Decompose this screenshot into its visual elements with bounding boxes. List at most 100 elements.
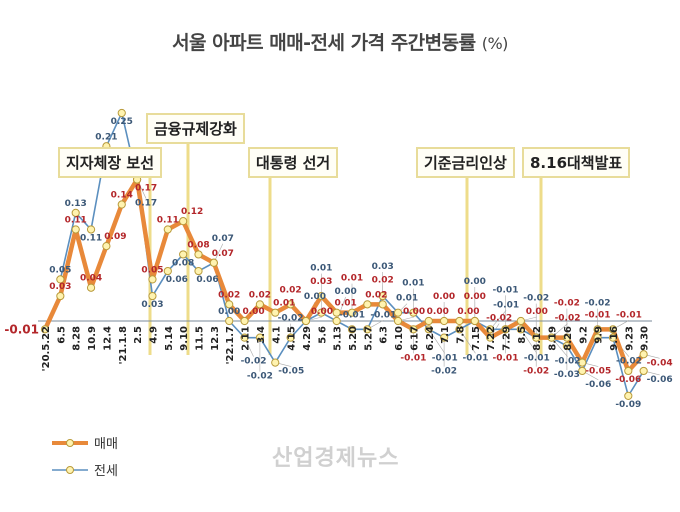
label-leader-line [336,296,346,322]
data-point-sale [547,333,556,342]
x-tick-label: 12.4 [102,326,113,351]
data-point-sale [347,308,357,317]
data-label-sale: 0.01 [335,299,357,309]
title-text: 서울 아파트 매매-전세 가격 주간변동률 [172,32,476,54]
data-label-sale: 0.02 [249,290,271,300]
data-label-jeonse: -0.01 [462,353,488,363]
data-point-jeonse [163,266,172,276]
data-label-jeonse: -0.02 [585,299,611,309]
legend-jeonse-marker [52,465,88,474]
legend-sale-marker [52,438,88,447]
data-label-jeonse: 0.00 [304,292,326,302]
x-tick-label: 5.20 [348,326,359,351]
data-label-jeonse: -0.02 [523,294,549,304]
data-point-sale [163,225,172,234]
x-tick-label: 7.8 [455,326,466,344]
data-label-sale: 0.00 [457,307,479,317]
data-point-sale [194,250,203,259]
data-point-jeonse [240,333,249,342]
data-label-sale: 0.00 [433,292,455,302]
data-label-jeonse: -0.01 [339,310,365,320]
x-tick-label: 7.22 [486,326,497,351]
label-leader-line [520,329,538,354]
x-tick-label: 8.19 [548,326,559,351]
x-tick-label: 7.29 [502,326,513,351]
data-label-jeonse: 0.03 [141,300,163,310]
data-point-sale [532,333,541,342]
data-point-sale [578,358,587,367]
x-tick-label: 6.3 [379,326,390,344]
data-label-sale: -0.01 [400,353,426,363]
data-point-sale [225,300,234,309]
data-point-sale [393,316,403,326]
data-label-sale: 0.00 [403,307,425,317]
data-point-sale [409,325,418,334]
label-leader-line [428,329,445,354]
data-point-sale [286,300,295,309]
label-leader-line [551,337,568,357]
data-point-jeonse [71,208,80,217]
data-label-sale: -0.01 [493,353,519,363]
data-label-jeonse: 0.11 [80,233,102,243]
x-tick-label: 12.3 [210,326,221,351]
x-tick-label: 5.14 [164,326,175,351]
data-point-sale [209,258,218,267]
data-label-jeonse: -0.01 [493,285,519,295]
data-label-jeonse: 0.01 [396,294,418,304]
label-leader-line [459,329,476,354]
x-tick-label: 9.16 [609,326,620,351]
label-leader-line [489,310,507,330]
data-point-sale [624,366,633,376]
data-point-sale [40,325,50,334]
x-tick-label: 9.2 [578,326,589,344]
legend-item-sale: 매매 [52,433,118,452]
data-label-sale: 0.02 [218,290,240,300]
x-tick-label: 6.10 [394,326,405,351]
data-label-jeonse: -0.03 [554,370,580,380]
data-point-sale [148,275,157,284]
data-label-sale: -0.01 [4,322,39,336]
x-tick-label: '22.1.7 [225,326,236,365]
data-point-sale [516,316,525,326]
x-tick-label: 4.9 [148,326,159,344]
annotation-by-election: 지자체장 보선 [58,147,163,178]
data-label-jeonse: -0.02 [555,357,581,367]
data-label-jeonse: 0.06 [196,275,218,285]
data-point-jeonse [225,316,234,326]
annotation-financial-regulation: 금융규제강화 [146,113,245,144]
data-label-sale: 0.02 [372,275,394,285]
x-tick-label: 9.23 [624,326,635,351]
legend-label-jeonse: 전세 [94,464,118,479]
data-point-sale [102,242,111,251]
annotation-presidential-election: 대통령 선거 [248,147,339,178]
x-tick-label: 11.5 [195,326,206,351]
data-label-jeonse: 0.01 [310,264,332,274]
data-label-jeonse: 0.00 [218,307,240,317]
data-label-jeonse: 0.13 [65,199,87,209]
data-label-sale: 0.11 [65,215,87,225]
data-label-jeonse: -0.02 [278,314,304,324]
data-label-jeonse: 0.01 [402,279,424,289]
data-point-jeonse [194,266,203,276]
data-label-sale: 0.02 [279,285,301,295]
data-point-jeonse [516,325,525,334]
data-label-sale: 0.09 [104,232,126,242]
data-point-jeonse [440,333,449,342]
data-point-jeonse [578,366,587,376]
x-tick-label: 7.15 [471,326,482,351]
data-label-jeonse: 0.00 [335,287,357,297]
x-tick-label: 6.5 [56,326,67,344]
data-point-jeonse [639,366,648,376]
data-label-sale: -0.02 [555,314,581,324]
data-label-sale: 0.05 [141,265,163,275]
data-point-jeonse [317,308,326,317]
data-label-sale: 0.07 [212,249,234,259]
data-label-sale: 0.03 [49,282,71,292]
data-label-sale: -0.04 [647,358,673,368]
data-point-jeonse [117,108,126,118]
data-label-sale: 0.03 [310,277,332,287]
data-point-sale [255,300,264,309]
x-tick-label: 6.17 [409,326,420,351]
annotation-rate-hike: 기준금리인상 [416,147,515,178]
